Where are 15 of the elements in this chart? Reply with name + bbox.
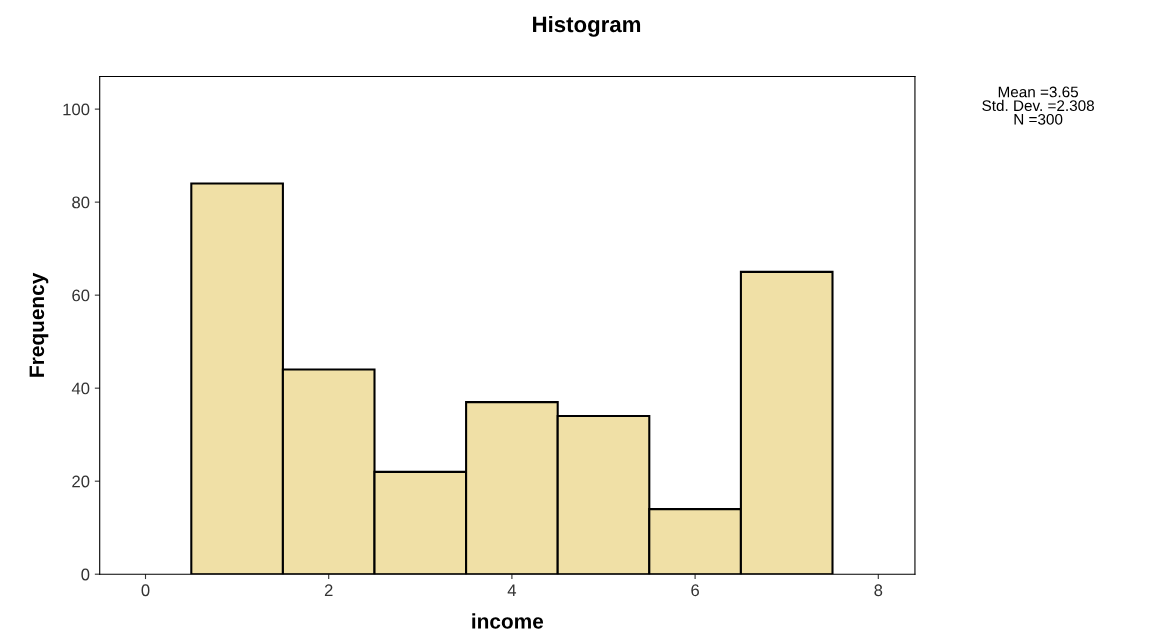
chart-title: Histogram xyxy=(533,15,641,37)
y-tick-label: 40 xyxy=(71,382,90,395)
x-tick-label: 6 xyxy=(691,584,699,597)
x-axis-title: income xyxy=(472,613,544,629)
y-tick-label: 20 xyxy=(72,475,90,488)
x-tick-label: 0 xyxy=(141,584,150,597)
text: Mean =3.65 Std. Dev. =2.308 N =300 xyxy=(982,86,1094,125)
y-tick-label: 60 xyxy=(72,289,90,302)
x-tick-label: 8 xyxy=(874,584,883,597)
y-tick-label: 0 xyxy=(81,568,90,581)
y-axis-title: Frequency xyxy=(29,272,49,377)
y-tick-label: 80 xyxy=(72,196,90,209)
y-tick-label: 100 xyxy=(63,103,90,116)
x-tick-label: 2 xyxy=(324,584,333,596)
x-tick-label: 4 xyxy=(507,584,517,596)
